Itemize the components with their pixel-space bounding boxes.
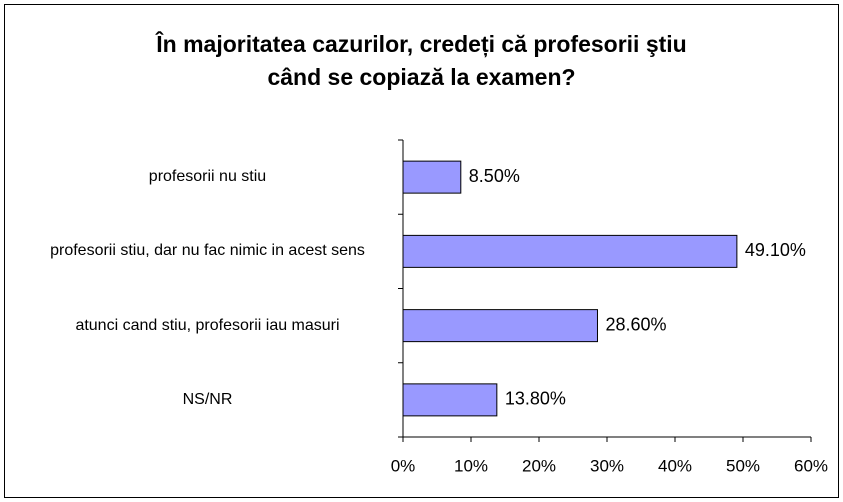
chart-title: În majoritatea cazurilor, credeți că pro…: [156, 31, 687, 90]
x-tick-label: 0%: [391, 456, 416, 475]
bar: [402, 234, 738, 268]
x-tick-label: 60%: [794, 456, 828, 475]
value-label: 49.10%: [745, 240, 806, 260]
bar: [402, 160, 462, 194]
value-label: 28.60%: [605, 314, 666, 334]
value-label: 13.80%: [505, 389, 566, 409]
x-tick-label: 10%: [454, 456, 488, 475]
x-tick-label: 30%: [590, 456, 624, 475]
category-label: profesorii stiu, dar nu fac nimic in ace…: [50, 242, 365, 260]
category-label: atunci cand stiu, profesorii iau masuri: [75, 316, 340, 334]
x-tick-label: 40%: [658, 456, 692, 475]
title-wrap: În majoritatea cazurilor, credeți că pro…: [0, 28, 843, 94]
bar: [402, 309, 598, 343]
bar: [402, 383, 498, 417]
value-label: 8.50%: [469, 166, 520, 186]
x-tick-label: 50%: [726, 456, 760, 475]
x-tick-label: 20%: [522, 456, 556, 475]
category-label: NS/NR: [182, 390, 233, 408]
category-label: profesorii nu stiu: [148, 168, 267, 186]
